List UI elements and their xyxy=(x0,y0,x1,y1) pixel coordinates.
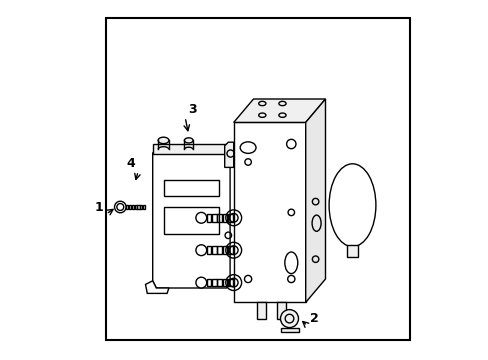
Bar xyxy=(346,245,357,257)
Bar xyxy=(152,144,230,154)
Bar xyxy=(276,302,285,319)
Text: 3: 3 xyxy=(187,103,196,116)
Polygon shape xyxy=(152,149,230,288)
Bar xyxy=(131,205,134,209)
Bar xyxy=(217,247,222,254)
Circle shape xyxy=(196,245,206,256)
Circle shape xyxy=(280,310,298,328)
Bar xyxy=(228,279,232,287)
Bar xyxy=(223,247,227,254)
Bar xyxy=(257,302,265,319)
Circle shape xyxy=(196,212,206,223)
Bar xyxy=(142,205,145,209)
Bar xyxy=(223,214,227,222)
Bar xyxy=(228,247,232,254)
Bar xyxy=(280,328,298,332)
Bar xyxy=(163,207,219,234)
Polygon shape xyxy=(305,99,325,302)
Bar xyxy=(106,18,409,340)
Bar xyxy=(212,247,216,254)
Bar xyxy=(134,205,137,209)
Bar xyxy=(126,205,128,209)
Bar xyxy=(206,214,211,222)
Polygon shape xyxy=(233,99,325,122)
Bar xyxy=(140,205,142,209)
Text: 2: 2 xyxy=(310,312,319,325)
Bar xyxy=(206,247,211,254)
Bar xyxy=(212,214,216,222)
Bar xyxy=(223,279,227,287)
Ellipse shape xyxy=(184,138,193,143)
Bar xyxy=(228,214,232,222)
Polygon shape xyxy=(145,281,168,293)
Polygon shape xyxy=(224,142,233,167)
Bar xyxy=(217,214,222,222)
Bar xyxy=(212,279,216,287)
Bar xyxy=(129,205,131,209)
Bar xyxy=(137,205,140,209)
Circle shape xyxy=(196,277,206,288)
Bar xyxy=(206,279,211,287)
Ellipse shape xyxy=(328,164,375,247)
Circle shape xyxy=(114,201,126,213)
Text: 4: 4 xyxy=(126,157,135,170)
Polygon shape xyxy=(233,122,305,302)
Text: 1: 1 xyxy=(94,201,103,213)
Ellipse shape xyxy=(158,137,168,144)
Bar xyxy=(163,180,219,196)
Bar xyxy=(217,279,222,287)
